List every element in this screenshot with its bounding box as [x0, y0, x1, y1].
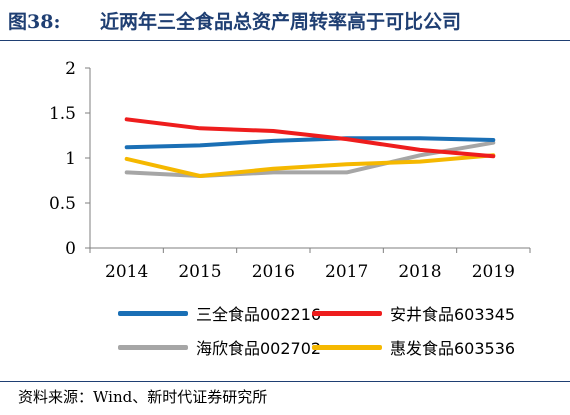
x-tick-label: 2018: [398, 262, 441, 282]
legend-swatch: [118, 310, 188, 316]
legend-swatch: [312, 310, 382, 316]
legend-item: 三全食品002216: [118, 301, 321, 325]
x-tick-label: 2016: [252, 262, 295, 282]
legend-label: 安井食品603345: [390, 305, 516, 324]
y-tick-label: 1.5: [49, 104, 76, 124]
source-note: 资料来源：Wind、新时代证券研究所: [18, 388, 268, 406]
legend-label: 海欣食品002702: [196, 339, 322, 358]
series-line: [124, 136, 496, 150]
legend-item: 惠发食品603536: [312, 335, 515, 359]
y-tick-label: 0: [65, 239, 76, 259]
legend-item: 安井食品603345: [312, 301, 515, 325]
y-tick-label: 1: [65, 149, 76, 169]
x-tick-label: 2014: [105, 262, 148, 282]
chart-legend: 三全食品002216 安井食品603345 海欣食品002702 惠发食品603…: [0, 295, 570, 365]
y-tick-label: 0.5: [49, 194, 76, 214]
source-divider: [0, 381, 570, 382]
x-tick-label: 2017: [325, 262, 368, 282]
series-line: [124, 140, 496, 178]
figure-label: 图38:: [8, 11, 61, 33]
legend-item: 海欣食品002702: [118, 335, 321, 359]
line-chart: 0 0.5 1 1.5 2 2014 2015 2016 2017 2018 2019: [49, 59, 531, 282]
legend-swatch: [312, 344, 382, 350]
figure-header: 图38: 近两年三全食品总资产周转率高于可比公司: [0, 0, 570, 41]
series-line: [124, 153, 496, 178]
legend-swatch: [118, 344, 188, 350]
series-line: [124, 117, 496, 159]
x-tick-label: 2019: [472, 262, 515, 282]
y-tick-label: 2: [65, 59, 76, 79]
legend-label: 三全食品002216: [196, 305, 322, 324]
legend-label: 惠发食品603536: [390, 339, 516, 358]
figure-title: 近两年三全食品总资产周转率高于可比公司: [100, 11, 462, 33]
x-tick-label: 2015: [178, 262, 221, 282]
